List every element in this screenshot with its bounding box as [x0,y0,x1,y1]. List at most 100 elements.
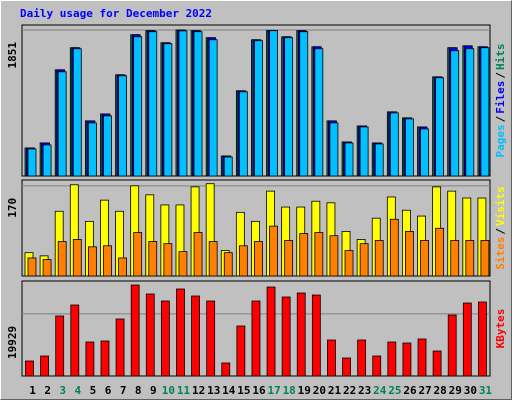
x-tick-label: 17 [267,384,280,397]
x-tick-label: 10 [162,384,175,397]
legend-separator: / [494,228,507,235]
bar [27,148,37,177]
bar [420,128,429,177]
bar [269,30,278,177]
x-tick-label: 23 [358,384,371,397]
x-tick-label: 31 [479,384,493,397]
bar [100,340,110,377]
bar [284,37,294,177]
legend: KBytes [494,309,507,349]
chart-title: Daily usage for December 2022 [20,7,212,20]
bar [281,296,291,377]
x-tick-label: 13 [207,384,220,397]
y-tick-label: 170 [6,198,19,218]
bar [359,243,369,277]
bar [178,251,188,277]
legend: Sites / Visits [494,186,507,270]
bar [432,350,442,377]
bar [176,288,185,377]
x-tick-label: 28 [434,384,447,397]
bar [208,241,218,277]
bar [465,48,475,177]
bar [72,239,82,277]
bar [420,240,429,277]
bar [254,241,263,277]
y-tick-label: 19929 [6,326,19,359]
bar [223,156,233,177]
bar [327,339,336,377]
x-tick-label: 9 [150,384,157,397]
bar [251,300,261,377]
x-tick-label: 25 [388,384,401,397]
x-tick-label: 4 [75,384,82,397]
x-tick-label: 26 [403,384,417,397]
bar [103,115,112,177]
bar [148,31,158,177]
bar [296,292,306,377]
bar [133,232,143,277]
legend-entry: KBytes [494,309,507,349]
x-tick-label: 2 [44,384,51,397]
bar [342,357,351,377]
bar [206,300,216,377]
bar [115,318,125,377]
bar [389,218,399,277]
bar [40,355,49,377]
legend-entry: Visits [494,186,507,226]
x-tick-label: 12 [192,384,205,397]
legend-separator: / [494,72,507,79]
bar [193,232,203,277]
bar [269,225,278,277]
x-tick-label: 5 [90,384,97,397]
legend-entry: Hits [494,44,507,71]
bar [450,50,460,177]
y-tick-label: 1851 [6,42,19,69]
bar [87,246,97,277]
bar [405,118,414,177]
bar [238,245,248,277]
bar [405,231,414,277]
x-tick-label: 19 [298,384,311,397]
bar [447,314,457,377]
bar [103,245,112,277]
bar [299,233,309,277]
bar [57,71,67,177]
bar [85,341,95,377]
bar [372,355,382,377]
bar [118,257,127,277]
bar [223,252,233,277]
bar [480,47,490,177]
x-tick-label: 16 [252,384,266,397]
bar [357,339,367,377]
bar [329,235,339,277]
bar [329,122,339,177]
bar [462,302,472,377]
bar [148,241,158,277]
legend-separator: / [494,115,507,122]
bar [284,240,294,277]
bar [133,36,143,177]
bar [221,362,231,377]
bar [465,240,475,277]
bar [160,300,170,377]
bar [191,295,200,377]
legend: Pages/Files/Hits [494,44,507,158]
bar [450,240,460,277]
bar [266,286,276,377]
bar [72,48,82,177]
x-tick-label: 27 [418,384,431,397]
bar [193,31,203,177]
x-tick-label: 24 [373,384,387,397]
bar [55,315,65,377]
bar [344,142,354,177]
bar [42,259,52,277]
x-tick-label: 21 [328,384,342,397]
bar [178,30,188,177]
x-tick-label: 3 [59,384,66,397]
bar [374,143,384,177]
x-tick-label: 29 [449,384,462,397]
bar [387,341,397,377]
bar [208,39,218,177]
legend-entry: Files [494,81,507,114]
